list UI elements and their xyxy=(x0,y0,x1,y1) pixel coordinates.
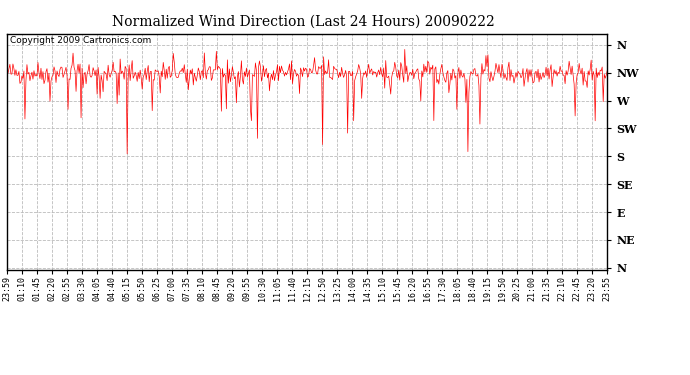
Text: Normalized Wind Direction (Last 24 Hours) 20090222: Normalized Wind Direction (Last 24 Hours… xyxy=(112,15,495,29)
Text: Copyright 2009 Cartronics.com: Copyright 2009 Cartronics.com xyxy=(10,36,151,45)
